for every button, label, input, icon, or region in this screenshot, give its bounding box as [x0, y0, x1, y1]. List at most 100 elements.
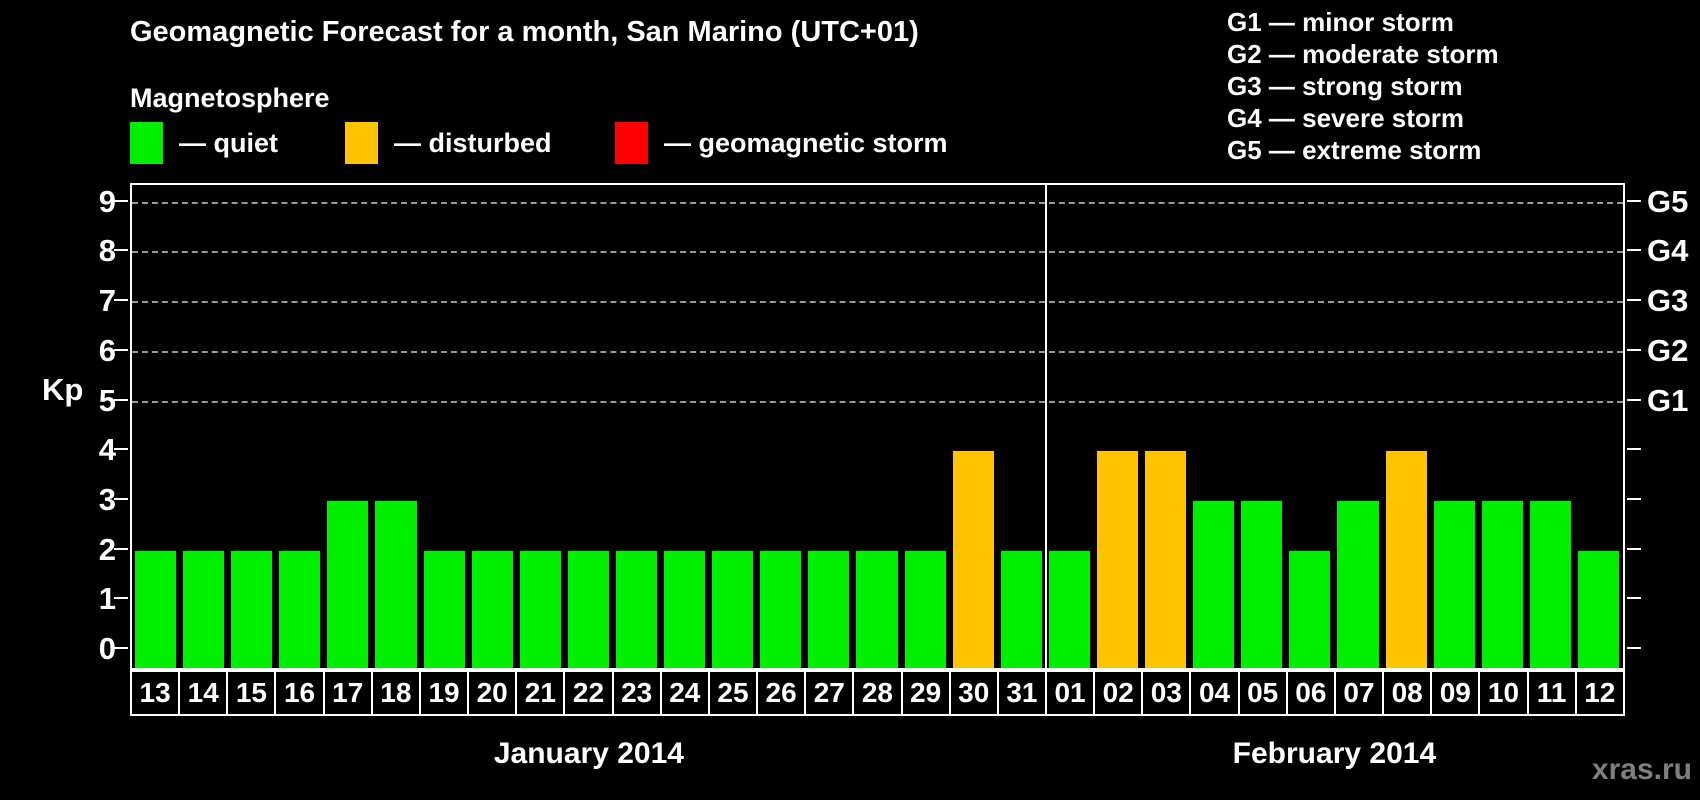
- day-cell-18: 18: [370, 672, 419, 714]
- bar-day-11: [1529, 500, 1571, 668]
- bar-day-15: [231, 550, 273, 668]
- bar-day-03: [1145, 451, 1187, 668]
- gridline-kp-5: [132, 400, 1623, 403]
- g-tick-label-G3: G3: [1647, 283, 1689, 319]
- y-axis-title: Kp: [42, 372, 84, 407]
- bar-day-23: [615, 550, 658, 668]
- bar-day-28: [856, 550, 898, 668]
- legend-item-storm: — geomagnetic storm: [615, 121, 948, 165]
- watermark: xras.ru: [1591, 753, 1692, 786]
- day-cell-13: 13: [139, 677, 171, 708]
- day-cell-28: 28: [852, 672, 900, 714]
- legend-swatch-disturbed: [345, 122, 378, 164]
- bar-day-04: [1193, 500, 1235, 668]
- bar-day-18: [375, 500, 417, 668]
- bar-day-12: [1577, 550, 1619, 668]
- day-cell-14: 14: [178, 672, 226, 714]
- kp-tick-right-4: [1627, 448, 1641, 451]
- kp-tick-left-9: [114, 199, 128, 202]
- g-legend-line-4: G4 — severe storm: [1227, 103, 1465, 133]
- kp-tick-left-5: [114, 398, 128, 401]
- kp-tick-label-4: 4: [98, 432, 116, 468]
- month-label-february: February 2014: [1232, 737, 1437, 770]
- kp-tick-label-0: 0: [98, 631, 116, 666]
- day-cell-22: 22: [563, 672, 611, 714]
- bar-day-14: [183, 550, 225, 668]
- kp-tick-label-6: 6: [98, 332, 116, 368]
- legend-label-quiet: — quiet: [179, 127, 278, 158]
- g-legend-line-2: G2 — moderate storm: [1227, 39, 1499, 69]
- day-cell-31: 31: [996, 672, 1045, 714]
- day-cell-29: 29: [900, 672, 949, 714]
- gridline-kp-7: [132, 301, 1623, 304]
- bar-day-16: [279, 550, 321, 668]
- day-cell-02: 02: [1093, 672, 1141, 714]
- kp-tick-right-6: [1627, 348, 1641, 351]
- day-cell-11: 11: [1526, 672, 1575, 714]
- bar-day-31: [1000, 550, 1042, 668]
- legend-label-storm: — geomagnetic storm: [664, 127, 948, 158]
- legend-item-quiet: — quiet: [130, 121, 278, 165]
- gridline-kp-9: [132, 201, 1623, 204]
- bar-day-24: [664, 550, 706, 668]
- day-cell-03: 03: [1141, 672, 1189, 714]
- g-legend-line-5: G5 — extreme storm: [1227, 135, 1482, 165]
- g-tick-label-G5: G5: [1647, 183, 1689, 219]
- day-cell-12: 12: [1574, 672, 1623, 714]
- day-cell-19: 19: [418, 672, 467, 714]
- day-cell-06: 06: [1285, 672, 1334, 714]
- day-cell-09: 09: [1430, 672, 1478, 714]
- kp-tick-right-1: [1627, 597, 1641, 600]
- kp-tick-label-1: 1: [98, 581, 116, 617]
- g-legend-line-3: G3 — strong storm: [1227, 71, 1463, 101]
- kp-tick-left-3: [114, 497, 128, 500]
- day-cell-10: 10: [1478, 672, 1526, 714]
- month-divider-line: [1044, 185, 1047, 668]
- kp-tick-label-8: 8: [98, 233, 116, 269]
- kp-tick-left-7: [114, 299, 128, 302]
- gridline-kp-8: [132, 251, 1623, 254]
- bar-day-21: [519, 550, 561, 668]
- kp-tick-left-6: [114, 348, 128, 351]
- kp-tick-label-5: 5: [98, 382, 116, 418]
- bar-day-07: [1337, 500, 1379, 668]
- bar-day-13: [135, 550, 177, 668]
- plot-area: [114, 183, 1641, 670]
- legend-swatch-quiet: [130, 122, 163, 164]
- day-cell-27: 27: [804, 672, 852, 714]
- bar-day-29: [904, 550, 946, 668]
- g-tick-label-G1: G1: [1647, 382, 1689, 418]
- day-axis-row: 13 14 15 16 17 18 19 20 21 22 23 24 25 26 27 28 29 30 31 01…: [130, 670, 1625, 716]
- bar-day-30: [952, 451, 994, 668]
- g-scale-legend: G1 — minor storm G2 — moderate storm G3 — …: [1227, 6, 1499, 166]
- day-cell-20: 20: [467, 672, 515, 714]
- day-cell-23: 23: [611, 672, 660, 714]
- kp-tick-label-7: 7: [98, 283, 116, 319]
- kp-tick-right-9: [1627, 199, 1641, 202]
- bar-day-06: [1289, 550, 1331, 668]
- bar-day-26: [760, 550, 802, 668]
- kp-tick-right-7: [1627, 299, 1641, 302]
- day-cell-07: 07: [1333, 672, 1382, 714]
- bar-day-09: [1433, 500, 1475, 668]
- bar-day-20: [471, 550, 513, 668]
- bar-day-08: [1385, 451, 1427, 668]
- kp-tick-left-8: [114, 249, 128, 252]
- kp-tick-right-2: [1627, 547, 1641, 550]
- gridline-kp-6: [132, 350, 1623, 353]
- kp-tick-label-2: 2: [98, 531, 116, 567]
- day-cell-16: 16: [274, 672, 322, 714]
- bar-day-27: [808, 550, 850, 668]
- day-cell-08: 08: [1382, 672, 1430, 714]
- kp-tick-right-3: [1627, 497, 1641, 500]
- bar-day-10: [1481, 500, 1523, 668]
- legend-item-disturbed: — disturbed: [345, 121, 552, 165]
- kp-tick-left-1: [114, 597, 128, 600]
- kp-tick-left-2: [114, 547, 128, 550]
- month-label-january: January 2014: [493, 737, 684, 770]
- chart-title: Geomagnetic Forecast for a month, San Ma…: [130, 16, 919, 48]
- bar-day-17: [327, 500, 369, 668]
- day-cell-05: 05: [1237, 672, 1286, 714]
- g-tick-label-G4: G4: [1647, 233, 1689, 269]
